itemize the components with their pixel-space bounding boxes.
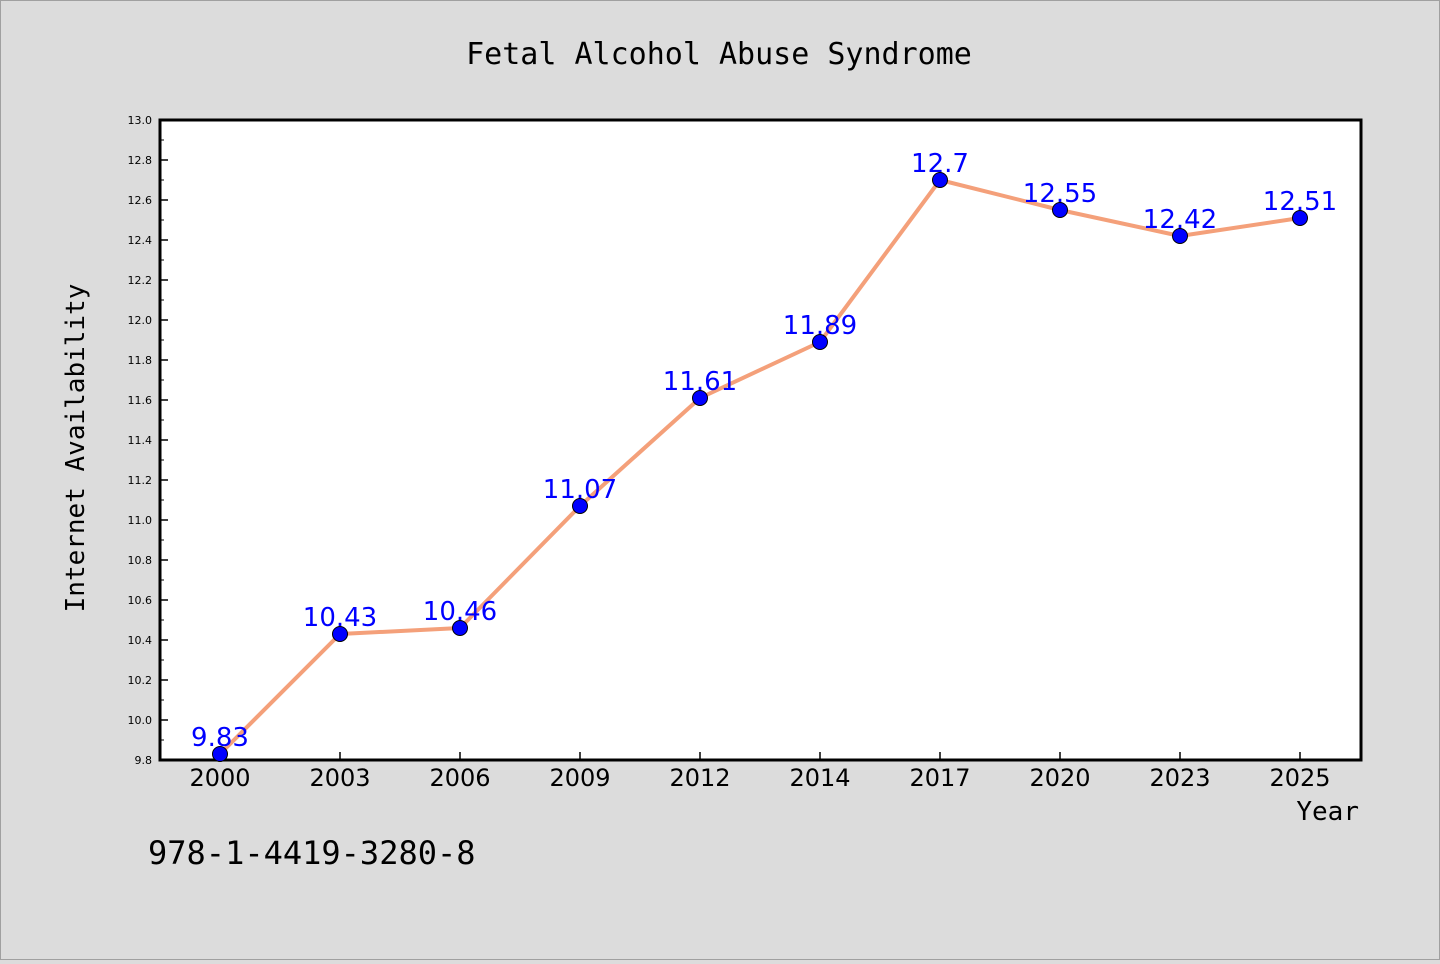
data-label: 12.42: [1143, 205, 1217, 235]
data-label: 10.43: [303, 603, 377, 633]
x-tick-label: 2023: [1149, 764, 1210, 792]
data-point: [692, 390, 708, 406]
x-axis-label: Year: [1296, 797, 1359, 827]
y-tick-label: 11.0: [128, 514, 153, 527]
data-label: 12.51: [1263, 187, 1337, 217]
data-point: [1172, 228, 1188, 244]
data-label: 11.89: [783, 311, 857, 341]
data-point: [1052, 202, 1068, 218]
data-label: 9.83: [191, 723, 249, 753]
y-tick-label: 12.6: [128, 194, 153, 207]
data-point: [812, 334, 828, 350]
y-tick-label: 11.2: [128, 474, 153, 487]
x-tick-label: 2006: [429, 764, 490, 792]
y-tick-label: 11.8: [128, 354, 153, 367]
y-tick-label: 12.4: [128, 234, 153, 247]
x-tick-label: 2020: [1029, 764, 1090, 792]
y-tick-label: 13.0: [128, 114, 153, 127]
y-tick-label: 11.6: [128, 394, 153, 407]
x-axis: 2000 2003 2006 2009 2012 2014 2017 2020 2023 2025: [189, 752, 1331, 792]
isbn-text: 978-1-4419-3280-8: [148, 834, 476, 872]
data-label: 12.7: [911, 149, 969, 179]
data-point: [212, 746, 228, 762]
x-tick-label: 2025: [1269, 764, 1330, 792]
data-labels: 9.83 10.43 10.46 11.07 11.61 11.89 12.7 12.55 12…: [191, 149, 1337, 753]
y-tick-label: 9.8: [135, 754, 153, 767]
x-tick-label: 2012: [669, 764, 730, 792]
chart-title: Fetal Alcohol Abuse Syndrome: [466, 37, 972, 72]
data-label: 12.55: [1023, 179, 1097, 209]
data-point: [1292, 210, 1308, 226]
y-tick-label: 10.0: [128, 714, 153, 727]
x-tick-label: 2003: [309, 764, 370, 792]
y-tick-label: 10.8: [128, 554, 153, 567]
plot-area: [158, 118, 1363, 762]
data-point: [572, 498, 588, 514]
data-series: [212, 172, 1308, 762]
x-tick-label: 2009: [549, 764, 610, 792]
data-label: 10.46: [423, 597, 497, 627]
y-tick-label: 12.8: [128, 154, 153, 167]
y-tick-label: 10.2: [128, 674, 153, 687]
data-label: 11.07: [543, 475, 617, 505]
data-point: [452, 620, 468, 636]
series-line: [218, 178, 1301, 756]
y-axis: 9.8 10.0 10.2 10.4 10.6 10.8 11.0 11.2 11.4 11.6 1…: [128, 114, 168, 767]
x-tick-label: 2014: [789, 764, 850, 792]
x-tick-label: 2017: [909, 764, 970, 792]
y-tick-label: 11.4: [128, 434, 153, 447]
y-tick-label: 10.4: [128, 634, 153, 647]
data-point: [332, 626, 348, 642]
x-tick-label: 2000: [189, 764, 250, 792]
y-tick-label: 12.2: [128, 274, 153, 287]
y-tick-label: 12.0: [128, 314, 153, 327]
data-point: [932, 172, 948, 188]
data-label: 11.61: [663, 367, 737, 397]
y-tick-label: 10.6: [128, 594, 153, 607]
y-axis-label: Internet Availability: [61, 284, 91, 613]
